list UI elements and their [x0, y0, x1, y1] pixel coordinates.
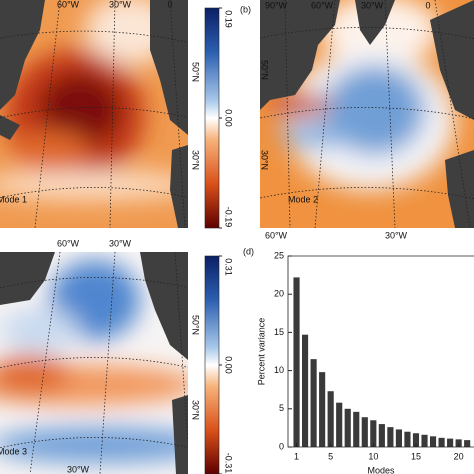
panel-label: (b): [240, 4, 251, 14]
bar: [395, 429, 402, 447]
lon-label: 60°W: [57, 0, 80, 9]
x-tick-label: 1: [294, 451, 299, 461]
colorbar-label: 0.19: [224, 10, 234, 28]
lon-label: 30°W: [385, 230, 408, 240]
lat-label: 30°N: [260, 150, 270, 170]
lon-label: 90°W: [265, 0, 288, 10]
panel-label: (d): [243, 246, 254, 256]
colorbar-label: -0.31: [224, 453, 234, 474]
lat-label: 50°N: [191, 315, 201, 335]
x-axis-label: Modes: [367, 465, 395, 474]
lat-label: 30°N: [191, 400, 201, 420]
map-3: [0, 252, 188, 474]
mode-label: Mode 2: [288, 194, 318, 204]
y-tick-label: 0: [279, 441, 284, 451]
x-tick-label: 5: [328, 451, 333, 461]
colorbar-label: -0.19: [224, 207, 234, 228]
y-tick-label: 15: [274, 327, 284, 337]
lat-label: 50°N: [260, 60, 270, 80]
map-2: [260, 0, 474, 228]
bar: [438, 437, 445, 447]
bar: [301, 334, 309, 447]
bar: [464, 440, 471, 447]
lon-label: 60°W: [265, 230, 288, 240]
bar: [387, 427, 394, 447]
mode-label: Mode 3: [0, 446, 27, 456]
bar: [353, 411, 360, 447]
colorbar-label: 0.31: [224, 258, 234, 276]
colorbar-label: 0.00: [224, 109, 234, 127]
mode-label: Mode 1: [0, 194, 27, 204]
lon-label: 60°W: [311, 0, 334, 10]
bar: [412, 433, 420, 447]
bar: [447, 438, 454, 447]
bar: [327, 391, 334, 447]
bar: [344, 408, 351, 447]
y-tick-label: 10: [274, 365, 284, 375]
colorbar: [204, 7, 220, 229]
lon-label: 30°W: [67, 464, 90, 474]
y-axis-label: Percent variance: [256, 318, 266, 386]
lon-label: 30°W: [109, 0, 132, 9]
bar: [293, 277, 300, 447]
colorbar-label: 0.00: [224, 356, 234, 374]
lat-label: 30°N: [191, 150, 201, 170]
bar: [378, 424, 385, 447]
lon-label: 0: [425, 0, 430, 10]
lat-label: 50°N: [191, 62, 201, 82]
y-tick-label: 25: [274, 250, 284, 260]
bar: [361, 417, 368, 447]
y-tick-label: 5: [279, 403, 284, 413]
bar: [319, 372, 326, 447]
x-tick-label: 15: [411, 451, 421, 461]
lon-label: 30°W: [109, 238, 132, 248]
map-1: [0, 0, 188, 228]
bar: [421, 434, 428, 447]
x-tick-label: 10: [368, 451, 378, 461]
x-tick-label: 20: [454, 451, 464, 461]
bar: [429, 436, 437, 447]
lon-label: 60°W: [57, 238, 80, 248]
axes: [287, 255, 474, 448]
bar: [370, 420, 377, 447]
bar: [336, 402, 343, 447]
colorbar: [204, 255, 220, 474]
y-tick-label: 20: [274, 289, 284, 299]
bar: [404, 431, 411, 447]
bar: [310, 359, 317, 447]
lon-label: 0: [167, 0, 172, 9]
lon-label: 30°W: [361, 0, 384, 10]
